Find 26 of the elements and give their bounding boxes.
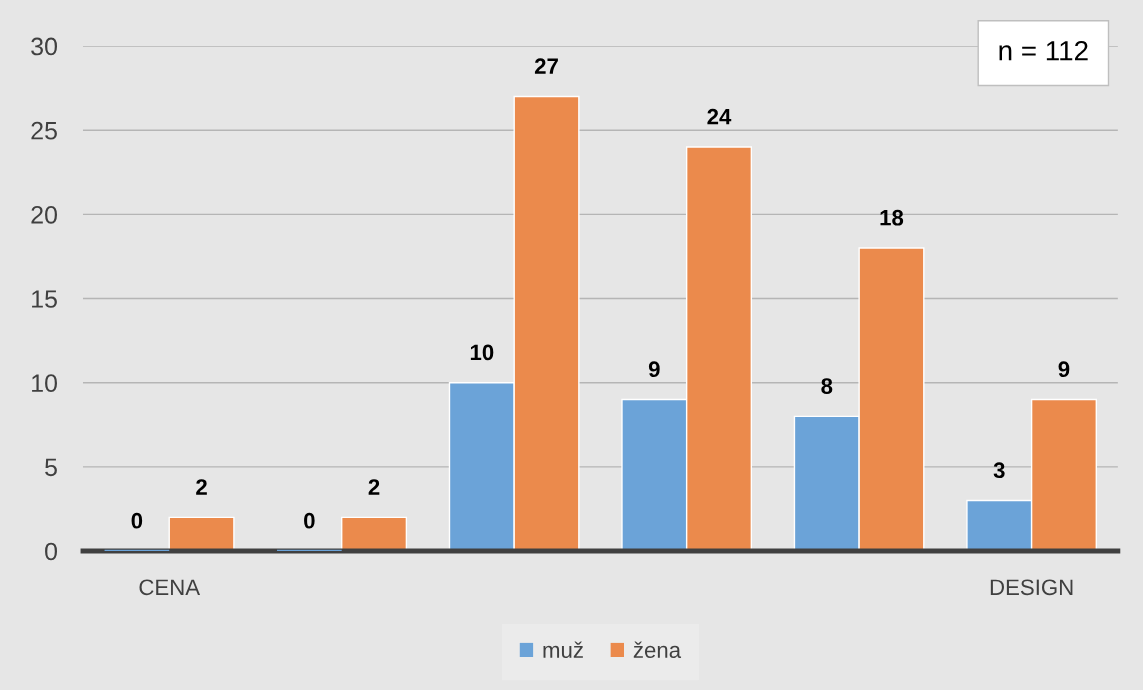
data-label: 8 — [821, 378, 833, 394]
data-label: 10 — [470, 344, 494, 361]
y-tick-label: 0 — [45, 542, 58, 561]
y-tick-label: 20 — [31, 205, 58, 224]
data-label: 0 — [304, 512, 315, 529]
bar — [341, 516, 408, 552]
data-label: 2 — [196, 479, 207, 495]
data-label: 9 — [648, 361, 660, 378]
data-label: 2 — [368, 479, 380, 495]
y-tick-label: 5 — [45, 458, 57, 477]
y-tick-label: 30 — [31, 37, 58, 56]
x-tick-label: CENA — [139, 579, 201, 596]
bar — [168, 516, 235, 552]
data-label: 27 — [534, 58, 558, 74]
legend-label: muž — [543, 641, 583, 658]
y-tick-label: 15 — [32, 290, 57, 308]
y-tick-label: 10 — [32, 374, 58, 392]
x-tick-label: DESIGN — [990, 579, 1073, 596]
data-label: 0 — [131, 512, 143, 529]
y-tick-label: 25 — [31, 121, 57, 140]
data-label: 18 — [880, 209, 904, 226]
data-label: 3 — [993, 462, 1005, 479]
data-label: 9 — [1058, 361, 1070, 378]
legend-label: žena — [633, 641, 682, 658]
data-label: 24 — [707, 108, 732, 125]
annotation: n = 112 — [999, 40, 1088, 61]
